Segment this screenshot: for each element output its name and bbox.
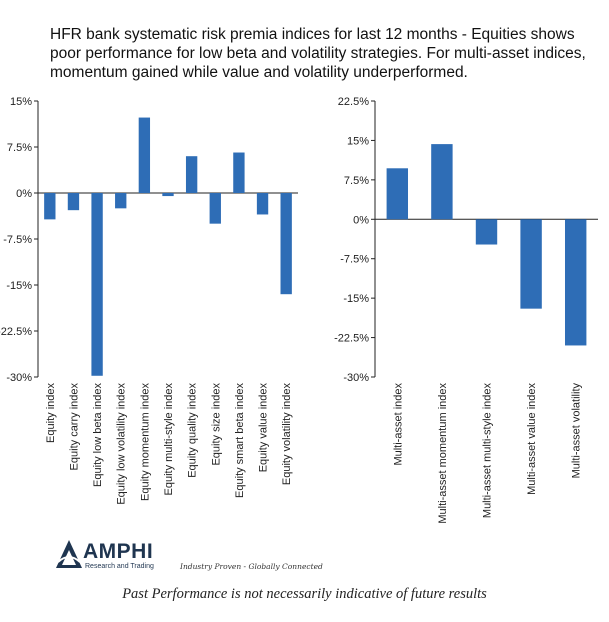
bar	[520, 219, 542, 309]
x-category-label: Equity size index	[210, 383, 222, 466]
y-tick-label: 15%	[347, 135, 369, 147]
x-category-label: Equity low volatility index	[116, 383, 128, 505]
bar	[138, 117, 151, 193]
bar	[564, 219, 587, 346]
bar	[256, 193, 269, 215]
x-category-label: Multi-asset value index	[526, 383, 538, 495]
bar	[162, 193, 174, 197]
bar	[280, 193, 292, 295]
logo-tagline: Industry Proven - Globally Connected	[180, 562, 323, 571]
chart-title: HFR bank systematic risk premia indices …	[50, 26, 586, 81]
y-tick-label: 7.5%	[344, 175, 369, 187]
x-category-label: Equity smart beta index	[234, 383, 246, 498]
x-category-label: Multi-asset momentum index	[437, 383, 449, 524]
y-tick-label: -15%	[6, 280, 32, 292]
logo-subtitle: Research and Trading	[85, 563, 154, 570]
amphi-logo-icon	[56, 540, 82, 568]
bar	[91, 193, 103, 376]
x-category-label: Multi-asset volatility	[571, 383, 583, 479]
bar	[115, 193, 127, 209]
bar	[233, 152, 245, 193]
bar	[185, 156, 198, 193]
x-category-label: Multi-asset index	[392, 383, 404, 466]
y-tick-label: -15%	[343, 293, 369, 305]
y-tick-label: 0%	[16, 188, 32, 200]
x-category-label: Equity low beta index	[92, 383, 104, 487]
bar	[67, 193, 80, 211]
bar	[386, 168, 409, 220]
y-tick-label: -30%	[6, 372, 32, 384]
y-tick-label: 0%	[353, 214, 369, 226]
disclaimer: Past Performance is not necessarily indi…	[122, 586, 487, 602]
bar	[44, 193, 56, 220]
multi-asset-chart: 22.5% 15% 7.5% 0% -7.5% -15% -22.5% -30% Multi-a…	[334, 96, 598, 524]
y-tick-label: 15%	[10, 96, 32, 108]
x-category-label: Equity quality index	[187, 383, 199, 478]
bar	[475, 219, 498, 245]
x-category-label: Equity value index	[258, 383, 270, 473]
amphi-logo: AMPHI Research and Trading	[55, 538, 185, 578]
y-tick-label: -7.5%	[340, 254, 369, 266]
bar	[431, 144, 453, 220]
y-tick-label: -7.5%	[3, 234, 32, 246]
logo-name: AMPHI	[83, 540, 154, 563]
x-category-label: Equity index	[45, 383, 57, 443]
equity-chart: 15% 7.5% 0% -7.5% -15% -22.5% -30% Equity index…	[0, 96, 298, 505]
bar	[209, 193, 221, 224]
y-tick-label: -30%	[343, 372, 369, 384]
y-tick-label: -22.5%	[0, 326, 32, 338]
y-tick-label: 7.5%	[7, 142, 32, 154]
y-tick-label: -22.5%	[334, 333, 369, 345]
x-category-label: Equity multi-style index	[163, 383, 175, 496]
x-category-label: Equity volatility index	[281, 383, 293, 486]
x-category-label: Equity momentum index	[139, 383, 151, 501]
y-tick-label: 22.5%	[338, 96, 369, 108]
x-category-label: Equity carry index	[68, 383, 80, 471]
x-category-label: Multi-asset multi-style index	[482, 383, 494, 519]
